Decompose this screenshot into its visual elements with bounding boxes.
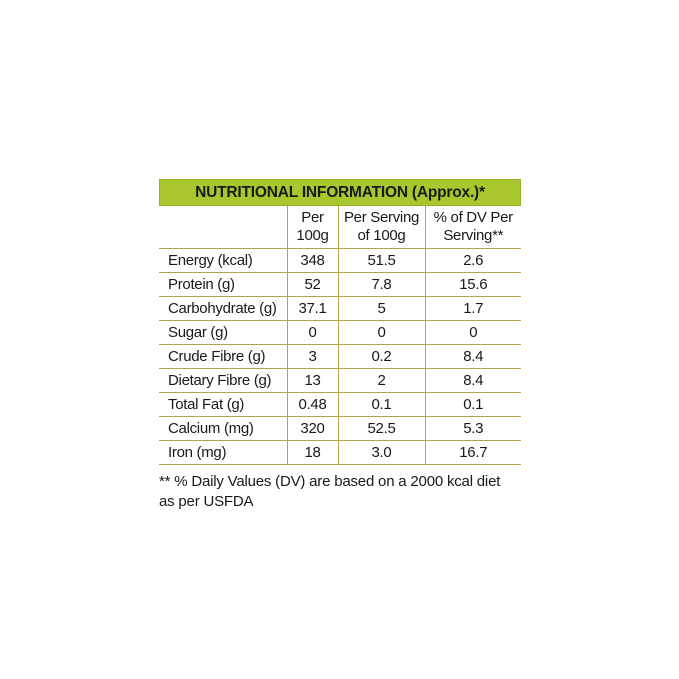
per-100g-value: 13 [286, 368, 339, 393]
per-serving-value: 3.0 [337, 440, 426, 465]
row-label: Energy (kcal) [158, 248, 288, 273]
column-header-line: % of DV Per [433, 209, 514, 226]
column-header-line: 100g [296, 227, 329, 244]
column-header-line: of 100g [357, 227, 406, 244]
dv-percent-value: 15.6 [424, 272, 522, 297]
nutrition-title-bar: NUTRITIONAL INFORMATION (Approx.)* [159, 179, 521, 206]
per-100g-value: 320 [286, 416, 339, 441]
column-header-line: Per [301, 209, 324, 226]
column-header-line: Serving** [443, 227, 504, 244]
nutrition-table: Per 100g Per Serving of 100g % of DV Per… [158, 205, 522, 465]
nutrition-panel: NUTRITIONAL INFORMATION (Approx.)* Per 1… [158, 179, 522, 512]
table-row: Crude Fibre (g) 3 0.2 8.4 [158, 344, 522, 369]
per-100g-value: 348 [286, 248, 339, 273]
row-label: Sugar (g) [158, 320, 288, 345]
per-serving-value: 7.8 [337, 272, 426, 297]
per-serving-value: 52.5 [337, 416, 426, 441]
column-header-per-100g: Per 100g [286, 205, 339, 249]
per-serving-value: 5 [337, 296, 426, 321]
row-label: Iron (mg) [158, 440, 288, 465]
per-100g-value: 3 [286, 344, 339, 369]
table-row: Sugar (g) 0 0 0 [158, 320, 522, 345]
table-row: Dietary Fibre (g) 13 2 8.4 [158, 368, 522, 393]
table-row: Energy (kcal) 348 51.5 2.6 [158, 248, 522, 273]
dv-percent-value: 5.3 [424, 416, 522, 441]
dv-percent-value: 8.4 [424, 344, 522, 369]
nutrition-title: NUTRITIONAL INFORMATION (Approx.)* [195, 183, 485, 201]
row-label: Protein (g) [158, 272, 288, 297]
per-serving-value: 0 [337, 320, 426, 345]
column-header-per-serving: Per Serving of 100g [337, 205, 426, 249]
table-row: Calcium (mg) 320 52.5 5.3 [158, 416, 522, 441]
table-row: Protein (g) 52 7.8 15.6 [158, 272, 522, 297]
row-label: Carbohydrate (g) [158, 296, 288, 321]
per-100g-value: 18 [286, 440, 339, 465]
dv-percent-value: 2.6 [424, 248, 522, 273]
per-serving-value: 0.1 [337, 392, 426, 417]
per-serving-value: 2 [337, 368, 426, 393]
row-label: Dietary Fibre (g) [158, 368, 288, 393]
per-100g-value: 52 [286, 272, 339, 297]
header-row: Per 100g Per Serving of 100g % of DV Per… [158, 205, 522, 249]
footnote-line-2: as per USFDA [159, 493, 254, 510]
table-row: Total Fat (g) 0.48 0.1 0.1 [158, 392, 522, 417]
dv-percent-value: 16.7 [424, 440, 522, 465]
row-label: Calcium (mg) [158, 416, 288, 441]
table-row: Iron (mg) 18 3.0 16.7 [158, 440, 522, 465]
column-header-dv-percent: % of DV Per Serving** [424, 205, 522, 249]
empty-header-cell [158, 205, 288, 249]
per-serving-value: 0.2 [337, 344, 426, 369]
table-row: Carbohydrate (g) 37.1 5 1.7 [158, 296, 522, 321]
dv-percent-value: 1.7 [424, 296, 522, 321]
per-serving-value: 51.5 [337, 248, 426, 273]
per-100g-value: 0.48 [286, 392, 339, 417]
daily-values-footnote: ** % Daily Values (DV) are based on a 20… [159, 472, 521, 512]
column-header-line: Per Serving [343, 209, 420, 226]
dv-percent-value: 0.1 [424, 392, 522, 417]
footnote-line-1: ** % Daily Values (DV) are based on a 20… [159, 473, 501, 490]
dv-percent-value: 8.4 [424, 368, 522, 393]
nutrition-table-wrap: Per 100g Per Serving of 100g % of DV Per… [158, 205, 522, 465]
row-label: Total Fat (g) [158, 392, 288, 417]
per-100g-value: 37.1 [286, 296, 339, 321]
per-100g-value: 0 [286, 320, 339, 345]
dv-percent-value: 0 [424, 320, 522, 345]
row-label: Crude Fibre (g) [158, 344, 288, 369]
